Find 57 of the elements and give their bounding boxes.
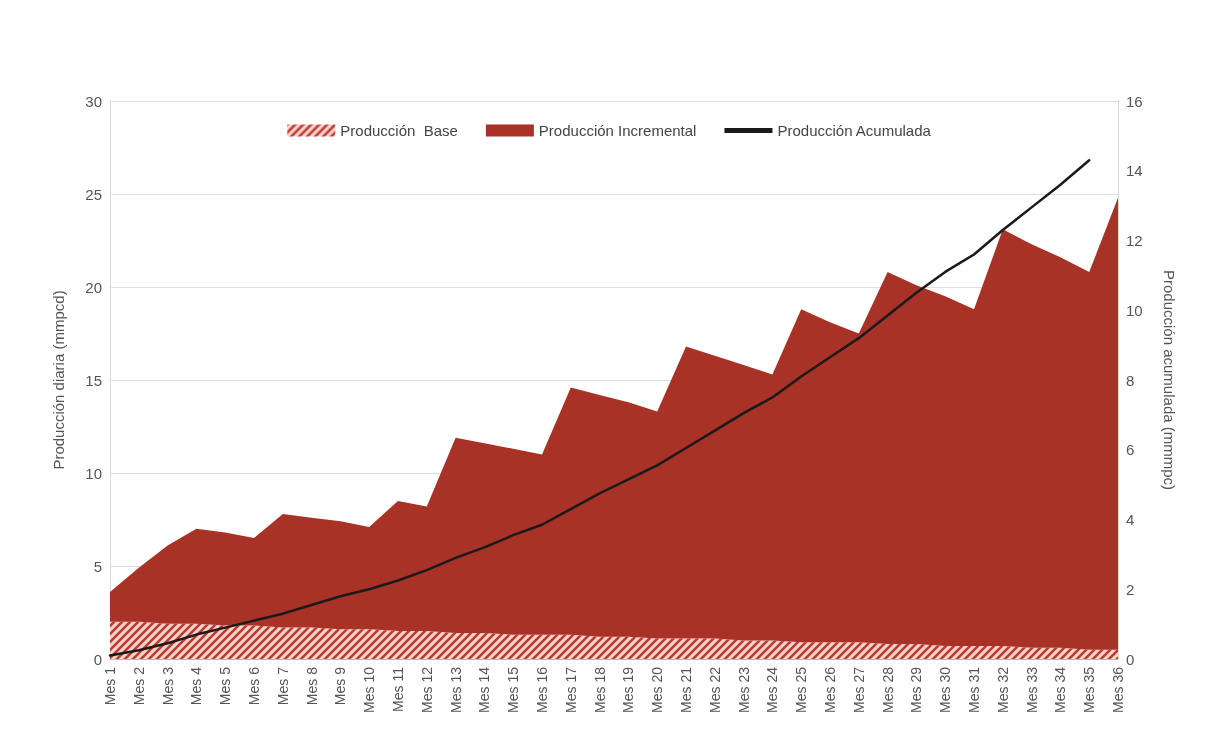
x-tick-label: Mes 11 [390, 666, 406, 712]
y2-tick-label: 0 [1126, 650, 1135, 668]
x-tick-label: Mes 5 [217, 666, 234, 706]
x-tick-label: Mes 17 [562, 666, 579, 713]
y-tick-label: 30 [85, 92, 102, 110]
x-tick-label: Mes 12 [418, 666, 435, 713]
x-tick-label: Mes 18 [591, 666, 608, 713]
x-tick-label: Mes 26 [822, 666, 838, 713]
x-tick-label: Mes 2 [130, 666, 147, 706]
y-tick-label: 10 [85, 464, 102, 482]
y-axis-title: Producción diaria (mmpcd) [50, 290, 67, 470]
y-tick-label: 20 [85, 278, 102, 296]
x-tick-label: Mes 21 [678, 666, 694, 713]
x-tick-label: Mes 27 [850, 666, 867, 713]
legend-label: Producción Incremental [538, 122, 697, 139]
y2-tick-label: 12 [1126, 232, 1143, 249]
x-tick-label: Mes 14 [476, 666, 493, 713]
x-tick-label: Mes 35 [1081, 666, 1098, 713]
x-tick-label: Mes 7 [274, 666, 291, 706]
y-tick-label: 5 [93, 557, 102, 575]
x-tick-label: Mes 36 [1110, 666, 1126, 713]
x-tick-label: Mes 30 [937, 666, 954, 713]
x-tick-label: Mes 15 [505, 666, 522, 713]
x-tick-label: Mes 34 [1052, 666, 1069, 713]
x-tick-label: Mes 28 [879, 666, 896, 713]
x-tick-label: Mes 31 [966, 666, 982, 713]
x-tick-label: Mes 22 [706, 666, 723, 713]
y2-axis-title: Producción acumulada (mmmpc) [1161, 269, 1178, 491]
y-tick-label: 0 [93, 650, 102, 668]
x-tick-label: Mes 6 [246, 666, 262, 706]
x-tick-label: Mes 8 [303, 666, 320, 706]
y2-tick-label: 14 [1126, 162, 1143, 180]
x-tick-label: Mes 9 [332, 666, 349, 706]
x-tick-label: Mes 20 [649, 666, 666, 713]
x-tick-label: Mes 25 [793, 666, 810, 713]
y2-tick-label: 2 [1126, 580, 1135, 598]
x-tick-label: Mes 1 [102, 666, 118, 706]
y-tick-label: 15 [85, 371, 102, 389]
x-tick-label: Mes 13 [447, 666, 464, 713]
y2-tick-label: 16 [1126, 92, 1143, 110]
x-tick-label: Mes 32 [994, 666, 1011, 713]
y2-tick-label: 4 [1126, 511, 1135, 528]
x-tick-label: Mes 16 [534, 666, 550, 713]
x-tick-label: Mes 33 [1023, 666, 1040, 713]
x-tick-label: Mes 10 [361, 666, 378, 713]
x-tick-label: Mes 4 [188, 666, 205, 706]
legend-label: Producción Acumulada [777, 122, 932, 139]
x-tick-label: Mes 19 [620, 666, 637, 713]
y2-tick-label: 6 [1126, 441, 1135, 459]
x-tick-label: Mes 24 [764, 666, 781, 713]
legend-label: Producción Base [340, 122, 458, 139]
x-tick-label: Mes 3 [159, 666, 176, 706]
y-tick-label: 25 [85, 185, 102, 203]
x-tick-label: Mes 29 [908, 666, 925, 713]
x-tick-label: Mes 23 [735, 666, 752, 713]
y2-tick-label: 8 [1126, 371, 1135, 389]
y2-tick-label: 10 [1126, 301, 1143, 319]
